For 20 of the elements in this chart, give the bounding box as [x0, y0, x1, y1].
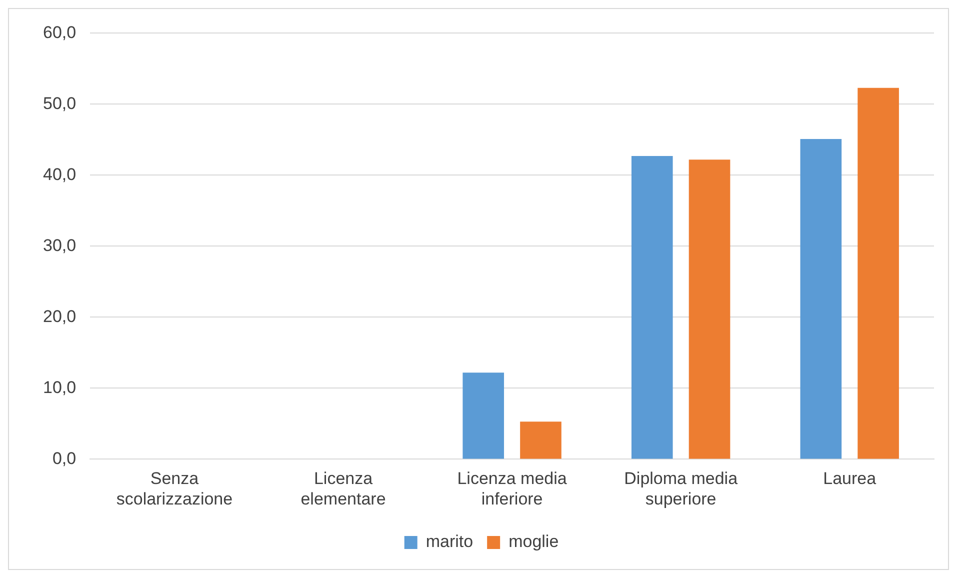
x-tick-label: Diploma media superiore	[624, 469, 738, 508]
y-tick-label: 30,0	[42, 236, 76, 255]
y-tick-label: 10,0	[42, 378, 76, 397]
y-tick-label: 60,0	[42, 22, 76, 42]
bar	[631, 156, 673, 459]
legend-label: moglie	[508, 532, 559, 552]
x-tick-label: Licenza elementare	[300, 469, 386, 508]
x-tick-label: Senza scolarizzazione	[116, 469, 233, 508]
bar	[462, 372, 504, 459]
y-tick-label: 40,0	[42, 164, 76, 184]
bar	[858, 88, 899, 459]
y-tick-label: 0,0	[52, 448, 76, 468]
y-tick-label: 20,0	[42, 306, 76, 326]
x-tick-label: Licenza media inferiore	[457, 469, 568, 508]
x-tick-label: Laurea	[823, 469, 877, 488]
bar	[688, 160, 730, 459]
bar	[800, 138, 842, 459]
legend-label: marito	[426, 532, 474, 552]
y-tick-label: 50,0	[42, 94, 76, 113]
bar	[520, 422, 562, 459]
